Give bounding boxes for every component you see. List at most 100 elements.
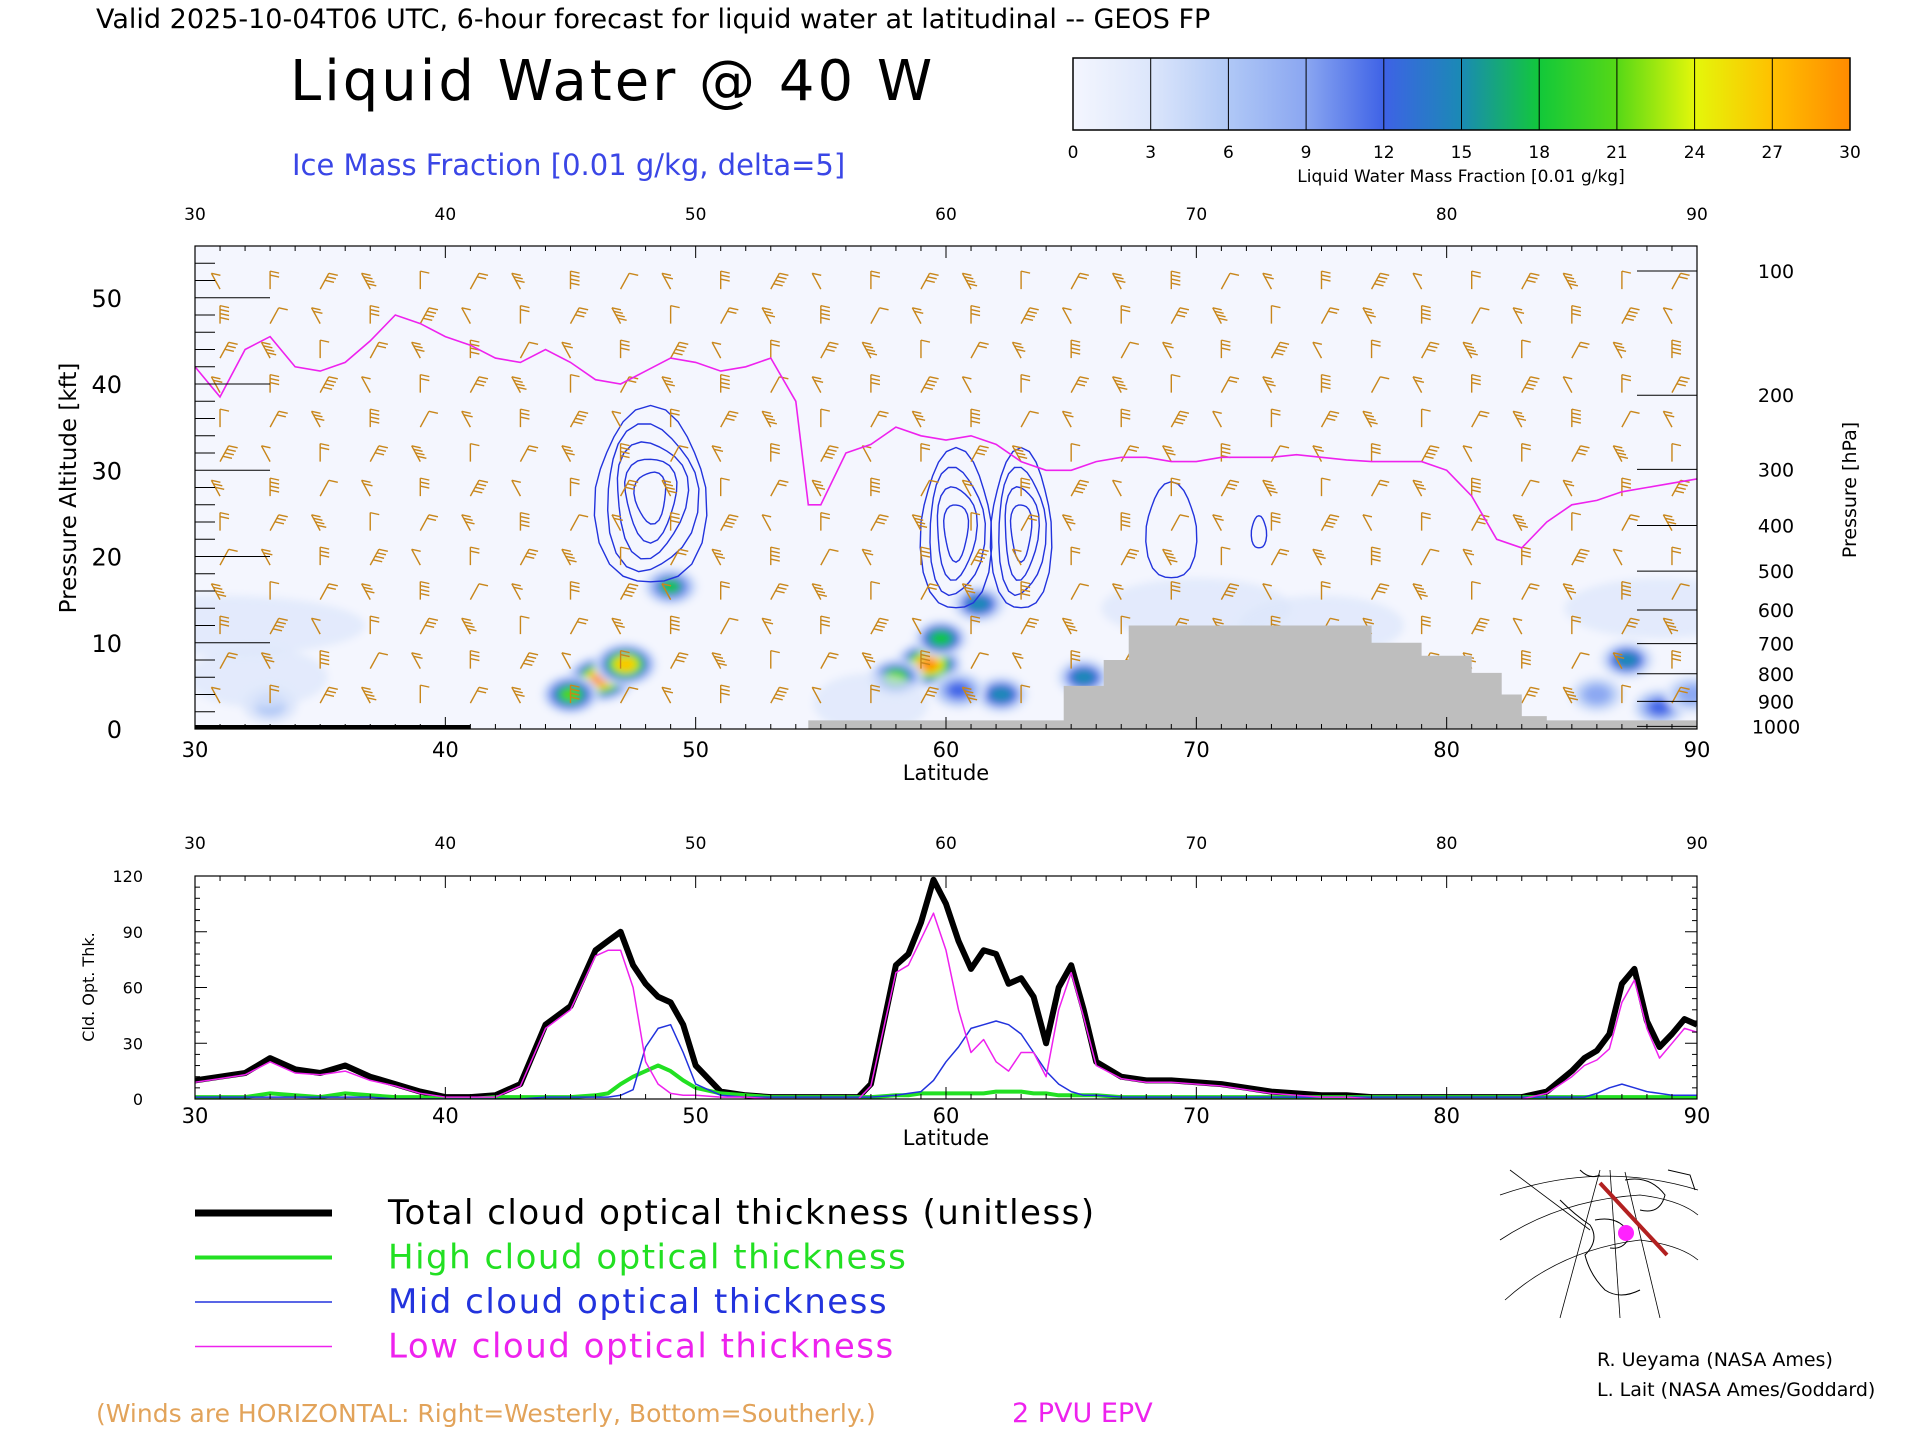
colorbar-label: Liquid Water Mass Fraction [0.01 g/kg] [1297, 167, 1624, 187]
wind-barb [1011, 341, 1026, 359]
wind-barb [970, 615, 981, 635]
wind-barb [1070, 583, 1089, 600]
wind-barb [870, 477, 881, 497]
wind-barb [711, 341, 722, 359]
wind-barb [1621, 373, 1632, 393]
wind-barb [419, 684, 430, 704]
colorbar-tick-label: 24 [1684, 143, 1706, 163]
wind-barb [1521, 686, 1540, 704]
wind-barb [369, 445, 389, 462]
wind-barb [1020, 307, 1039, 324]
cross-section-x-tick-label: 50 [682, 738, 709, 762]
wind-barb [811, 583, 828, 600]
wind-barb [569, 270, 580, 290]
wind-barb [1270, 445, 1290, 462]
ice-contour [1009, 504, 1033, 564]
wind-barb [861, 341, 878, 359]
colorbar-ticks: 0 3 6 9 12 15 18 21 24 27 30 [1068, 143, 1861, 163]
wind-barb [1320, 580, 1331, 600]
wind-barb [360, 583, 375, 600]
colorbar-cell [1772, 58, 1851, 130]
ice-contour [623, 458, 678, 544]
cross-section-y-tick-label: 30 [91, 457, 122, 485]
wind-barb [561, 445, 575, 462]
wind-barb [469, 649, 480, 669]
wind-barb [1420, 408, 1431, 428]
wind-barb [820, 511, 830, 531]
wind-barb [260, 652, 275, 669]
wind-barb [1621, 270, 1632, 290]
wind-barb [1111, 376, 1128, 393]
wind-barb [611, 617, 625, 635]
wind-barb [1471, 617, 1490, 635]
wind-barb [319, 376, 338, 393]
wind-barb [1571, 408, 1581, 428]
colorbar-tick-label: 6 [1223, 143, 1234, 163]
wind-barb [1671, 583, 1690, 600]
wind-barb [1420, 511, 1431, 531]
wind-barb [1462, 548, 1475, 566]
wind-barb [761, 410, 777, 428]
wind-barb [1070, 339, 1081, 359]
optical-thickness-x-tick-label: 70 [1183, 1104, 1210, 1128]
wind-barb [569, 307, 589, 324]
inset-map-marker [1618, 1225, 1634, 1241]
inset-map-frame [1500, 1165, 1698, 1318]
liquid-water-blob [616, 658, 635, 671]
optical-thickness-x-tick-label: 50 [682, 1104, 709, 1128]
wind-barb [1212, 307, 1228, 324]
ice-contour [606, 423, 700, 573]
wind-barb [1621, 410, 1640, 428]
wind-barb [619, 442, 630, 462]
wind-barb [970, 652, 989, 669]
wind-barb [1120, 445, 1140, 462]
wind-barb [1320, 307, 1340, 324]
wind-barb [1170, 270, 1181, 290]
wind-barb [870, 307, 889, 324]
wind-barb [661, 583, 672, 600]
cross-section-y2-tick-label: 400 [1758, 515, 1794, 537]
wind-barb [619, 339, 630, 359]
winds-note: (Winds are HORIZONTAL: Right=Westerly, B… [96, 1399, 876, 1428]
wind-barb [1562, 479, 1575, 497]
wind-barb [820, 615, 830, 635]
wind-barb [319, 649, 330, 669]
wind-barb [720, 477, 730, 497]
wind-barb [469, 583, 489, 600]
ice-contour [936, 486, 979, 581]
colorbar-tick-label: 3 [1145, 143, 1156, 163]
wind-barb [1621, 617, 1640, 635]
wind-barb [670, 445, 689, 462]
wind-barb [1220, 339, 1231, 359]
wind-barb [619, 649, 630, 669]
wind-barb [269, 307, 288, 324]
wind-barb [920, 376, 939, 393]
wind-barb [511, 376, 527, 393]
wind-barb [720, 580, 730, 600]
wind-barb [820, 445, 839, 462]
optical-thickness-y-tick-label: 60 [123, 979, 143, 998]
wind-barb [1270, 304, 1281, 324]
wind-barb [770, 649, 780, 669]
wind-barb [870, 684, 881, 704]
wind-barb [1061, 307, 1072, 324]
wind-barb [720, 270, 730, 290]
ice-contour [989, 446, 1053, 609]
wind-barb [369, 341, 389, 359]
wind-barb [820, 408, 830, 428]
cross-section-y2-tick-label: 900 [1758, 691, 1794, 713]
wind-barb [1512, 514, 1528, 531]
wind-barb [519, 615, 530, 635]
wind-barb [1320, 410, 1340, 428]
wind-barb [611, 307, 627, 324]
wind-barb [1470, 580, 1481, 600]
colorbar-tick-label: 30 [1839, 143, 1861, 163]
wind-barb [1412, 583, 1428, 600]
ice-contour [616, 441, 690, 560]
wind-barb [811, 272, 822, 290]
wind-barb [269, 514, 288, 531]
wind-barb [970, 408, 981, 428]
wind-barb [569, 514, 589, 531]
wind-barb [1262, 583, 1273, 600]
wind-barb [1170, 580, 1181, 600]
